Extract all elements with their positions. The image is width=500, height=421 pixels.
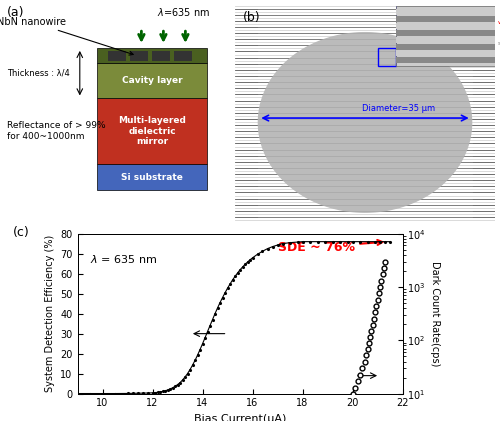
Bar (396, 43, 495, 50)
Bar (378, 48, 396, 66)
Bar (174, 51, 192, 61)
Text: Thickness : λ/4: Thickness : λ/4 (7, 69, 70, 77)
Text: Multi-layered
dielectric
mirror: Multi-layered dielectric mirror (118, 116, 186, 146)
Bar (396, 6, 495, 66)
Text: $\lambda$=635 nm: $\lambda$=635 nm (156, 6, 210, 19)
Bar (396, 57, 495, 63)
X-axis label: Bias Current(μA): Bias Current(μA) (194, 414, 286, 421)
Text: Diameter=35 μm: Diameter=35 μm (362, 104, 436, 114)
Bar (396, 16, 495, 22)
Bar (396, 51, 495, 56)
Bar (396, 30, 495, 36)
Bar (152, 51, 170, 61)
Bar (98, 164, 208, 190)
Bar (98, 63, 208, 99)
Text: (a): (a) (7, 6, 24, 19)
Text: (c): (c) (12, 226, 29, 239)
Bar (98, 99, 208, 164)
Bar (396, 37, 495, 43)
Y-axis label: System Detection Efficiency (%): System Detection Efficiency (%) (44, 235, 54, 392)
Bar (98, 48, 208, 63)
Text: space=100 nm: space=100 nm (498, 41, 500, 46)
Text: $\lambda$ = 635 nm: $\lambda$ = 635 nm (90, 253, 158, 265)
Text: (b): (b) (243, 11, 260, 24)
Bar (108, 51, 126, 61)
Text: Cavity layer: Cavity layer (122, 76, 182, 85)
Text: NbN nanowire: NbN nanowire (0, 17, 133, 55)
Bar (396, 23, 495, 29)
Text: width=150 nm: width=150 nm (498, 20, 500, 25)
Y-axis label: Dark Count Rate(cps): Dark Count Rate(cps) (430, 261, 440, 366)
Text: Si substrate: Si substrate (122, 173, 184, 181)
Polygon shape (258, 33, 472, 212)
Text: Reflectance of > 99%
for 400~1000nm: Reflectance of > 99% for 400~1000nm (7, 122, 106, 141)
Bar (396, 9, 495, 16)
Bar (130, 51, 148, 61)
Text: SDE ~ 76%: SDE ~ 76% (278, 240, 382, 254)
